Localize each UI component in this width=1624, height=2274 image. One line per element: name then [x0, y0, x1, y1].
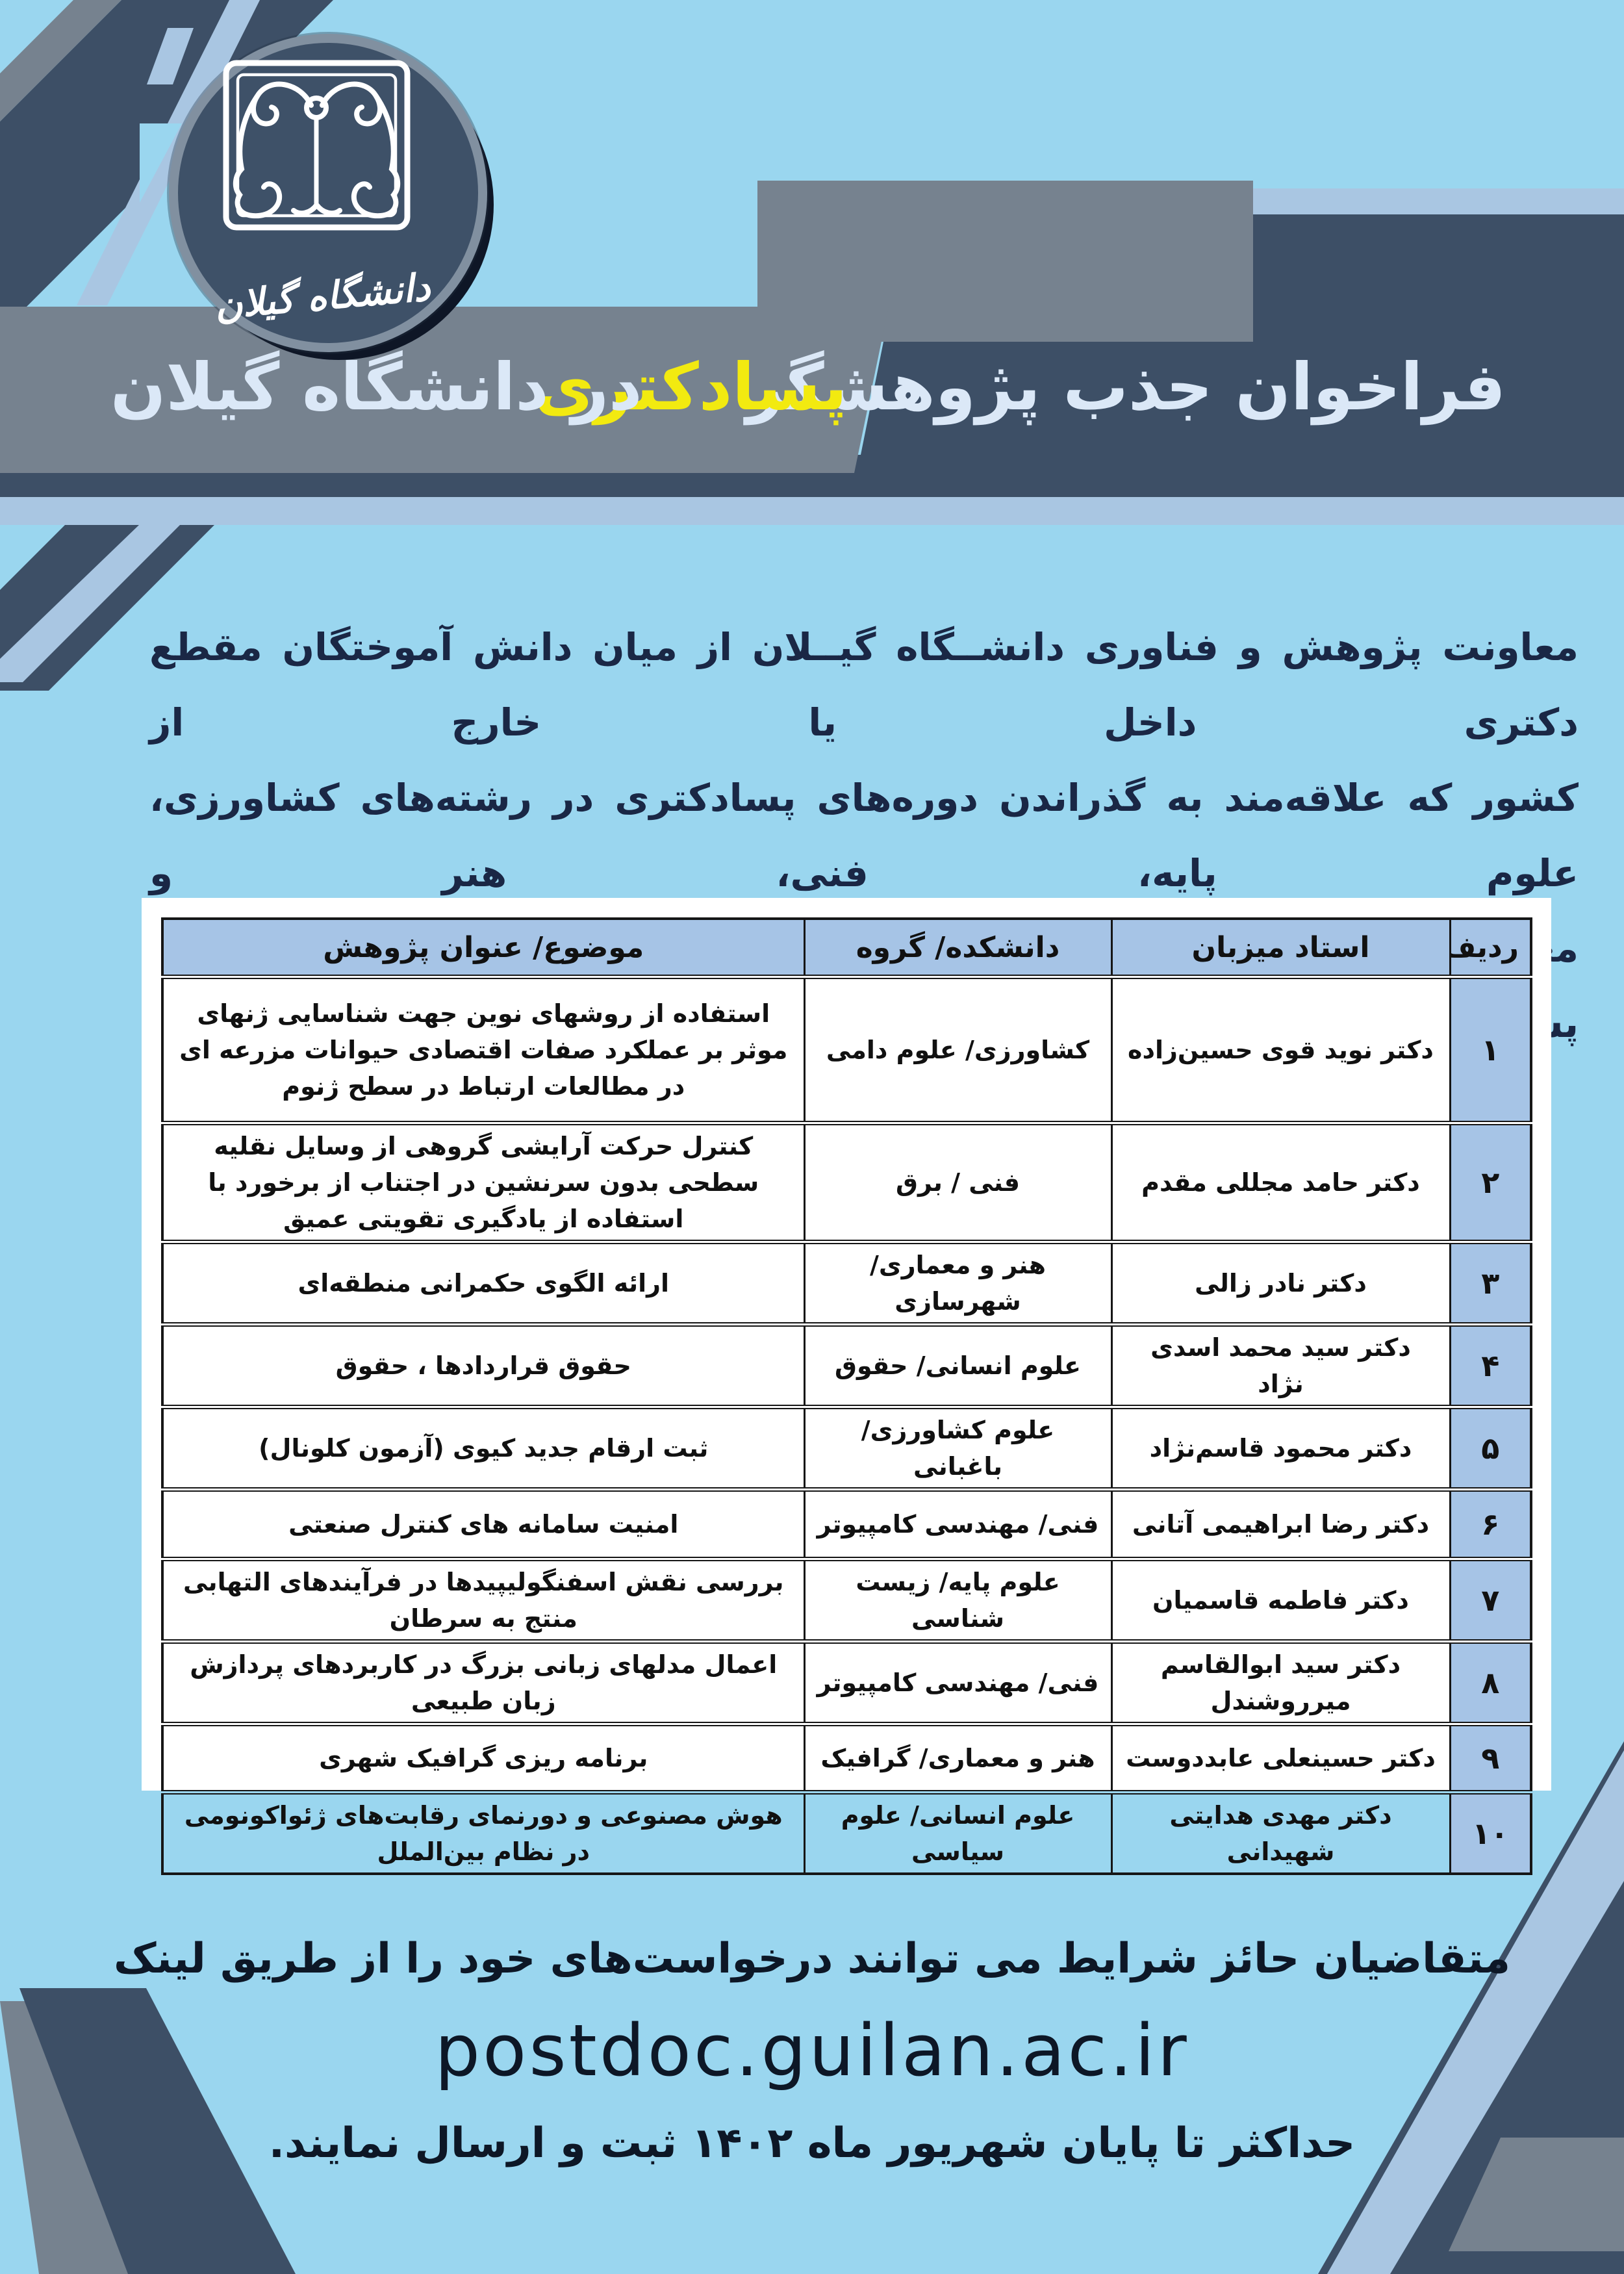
table-row: ۶ دکتر رضا ابراهیمی آتانی فنی/ مهندسی کامپ…	[161, 1489, 1532, 1561]
footer-deadline-line: حداکثر تا پایان شهریور ماه ۱۴۰۲ ثبت و ار…	[268, 2119, 1356, 2167]
faculty-group: فنی/ مهندسی کامپیوتر	[803, 1641, 1113, 1726]
host-professor: دکتر مهدی هدایتی شهیدانی	[1110, 1792, 1451, 1875]
faculty-group: علوم انسانی/ حقوق	[803, 1324, 1113, 1409]
faculty-group: علوم کشاورزی/ باغبانی	[803, 1407, 1113, 1492]
host-professor: دکتر نادر زالی	[1110, 1242, 1451, 1327]
host-professor: دکتر فاطمه قاسمیان	[1110, 1559, 1451, 1644]
university-emblem-icon: دانشگاه گیلان	[213, 60, 433, 328]
research-topic: حقوق قراردادها ، حقوق	[161, 1324, 806, 1409]
research-positions-table: ردیف استاد میزبان دانشکده/ گروه موضوع/ عنوا…	[161, 917, 1532, 1875]
row-number: ۱۰	[1449, 1792, 1532, 1875]
table-row: ۱ دکتر نوید قوی حسین‌زاده کشاورزی/ علوم دا…	[161, 977, 1532, 1125]
host-professor: دکتر حامد مجللی مقدم	[1110, 1123, 1451, 1244]
host-professor: دکتر محمود قاسم‌نژاد	[1110, 1407, 1451, 1492]
row-number: ۱	[1449, 977, 1532, 1125]
host-professor: دکتر نوید قوی حسین‌زاده	[1110, 977, 1451, 1125]
host-professor: دکتر سید محمد اسدی نژاد	[1110, 1324, 1451, 1409]
faculty-group: علوم پایه/ زیست شناسی	[803, 1559, 1113, 1644]
logo-calligraphy: دانشگاه گیلان	[213, 265, 433, 328]
table-row: ۸ دکتر سید ابوالقاسم میرروشندل فنی/ مهندسی…	[161, 1641, 1532, 1726]
column-header-2: دانشکده/ گروه	[803, 919, 1113, 979]
table-row: ۴ دکتر سید محمد اسدی نژاد علوم انسانی/ حقو…	[161, 1324, 1532, 1409]
table-row: ۲ دکتر حامد مجللی مقدم فنی / برق کنترل حرکت…	[161, 1123, 1532, 1244]
application-link[interactable]: postdoc.guilan.ac.ir	[435, 2009, 1189, 2092]
title-university-segment: در دانشگاه گیلان	[110, 349, 642, 425]
intro-line-2: کشور که علاقه‌مند به گذراندن دوره‌های پس…	[149, 776, 1579, 895]
row-number: ۸	[1449, 1641, 1532, 1726]
research-topic: بررسی نقش اسفنگولیپیدها در فرآیندهای الت…	[161, 1559, 806, 1644]
host-professor: دکتر سید ابوالقاسم میرروشندل	[1110, 1641, 1451, 1726]
faculty-group: علوم انسانی/ علوم سیاسی	[803, 1792, 1113, 1875]
row-number: ۶	[1449, 1489, 1532, 1561]
table-row: ۱۰ دکتر مهدی هدایتی شهیدانی علوم انسانی/ ع…	[161, 1792, 1532, 1875]
research-topic: ارائه الگوی حکمرانی منطقه‌ای	[161, 1242, 806, 1327]
table-row: ۹ دکتر حسینعلی عابددوست هنر و معماری/ گراف…	[161, 1724, 1532, 1795]
faculty-group: فنی/ مهندسی کامپیوتر	[803, 1489, 1113, 1561]
host-professor: دکتر رضا ابراهیمی آتانی	[1110, 1489, 1451, 1561]
row-number: ۲	[1449, 1123, 1532, 1244]
table-row: ۳ دکتر نادر زالی هنر و معماری/ شهرسازی ارائ…	[161, 1242, 1532, 1327]
table-row: ۵ دکتر محمود قاسم‌نژاد علوم کشاورزی/ باغبا…	[161, 1407, 1532, 1492]
column-header-0: ردیف	[1449, 919, 1532, 979]
row-number: ۵	[1449, 1407, 1532, 1492]
research-topic: کنترل حرکت آرایشی گروهی از وسایل نقلیه س…	[161, 1123, 806, 1244]
research-topic: استفاده از روشهای نوین جهت شناسایی ژنهای…	[161, 977, 806, 1125]
intro-line-1: معاونت پژوهش و فناوری دانشــگاه گیــلان …	[149, 625, 1579, 745]
university-of-guilan-logo: دانشگاه گیلان	[169, 34, 487, 352]
table-row: ۷ دکتر فاطمه قاسمیان علوم پایه/ زیست شناسی…	[161, 1559, 1532, 1644]
column-header-1: استاد میزبان	[1110, 919, 1451, 979]
faculty-group: فنی / برق	[803, 1123, 1113, 1244]
faculty-group: هنر و معماری/ گرافیک	[803, 1724, 1113, 1795]
footer-instruction-line: متقاضیان حائز شرایط می توانند درخواست‌ها…	[113, 1935, 1511, 1983]
research-topic: برنامه ریزی گرافیک شهری	[161, 1724, 806, 1795]
title-call-segment: فراخوان جذب پژوهشگر	[746, 349, 1506, 425]
host-professor: دکتر حسینعلی عابددوست	[1110, 1724, 1451, 1795]
research-topic: ثبت ارقام جدید کیوی (آزمون کلونال)	[161, 1407, 806, 1492]
faculty-group: هنر و معماری/ شهرسازی	[803, 1242, 1113, 1327]
faculty-group: کشاورزی/ علوم دامی	[803, 977, 1113, 1125]
row-number: ۳	[1449, 1242, 1532, 1327]
research-topic: اعمال مدلهای زبانی بزرگ در کاربردهای پرد…	[161, 1641, 806, 1726]
table-header-row: ردیف استاد میزبان دانشکده/ گروه موضوع/ عنوا…	[161, 919, 1532, 979]
research-topic: هوش مصنوعی و دورنمای رقابت‌های ژئواکونوم…	[161, 1792, 806, 1875]
row-number: ۴	[1449, 1324, 1532, 1409]
research-topic: امنیت سامانه های کنترل صنعتی	[161, 1489, 806, 1561]
row-number: ۹	[1449, 1724, 1532, 1795]
column-header-3: موضوع/ عنوان پژوهش	[161, 919, 806, 979]
row-number: ۷	[1449, 1559, 1532, 1644]
